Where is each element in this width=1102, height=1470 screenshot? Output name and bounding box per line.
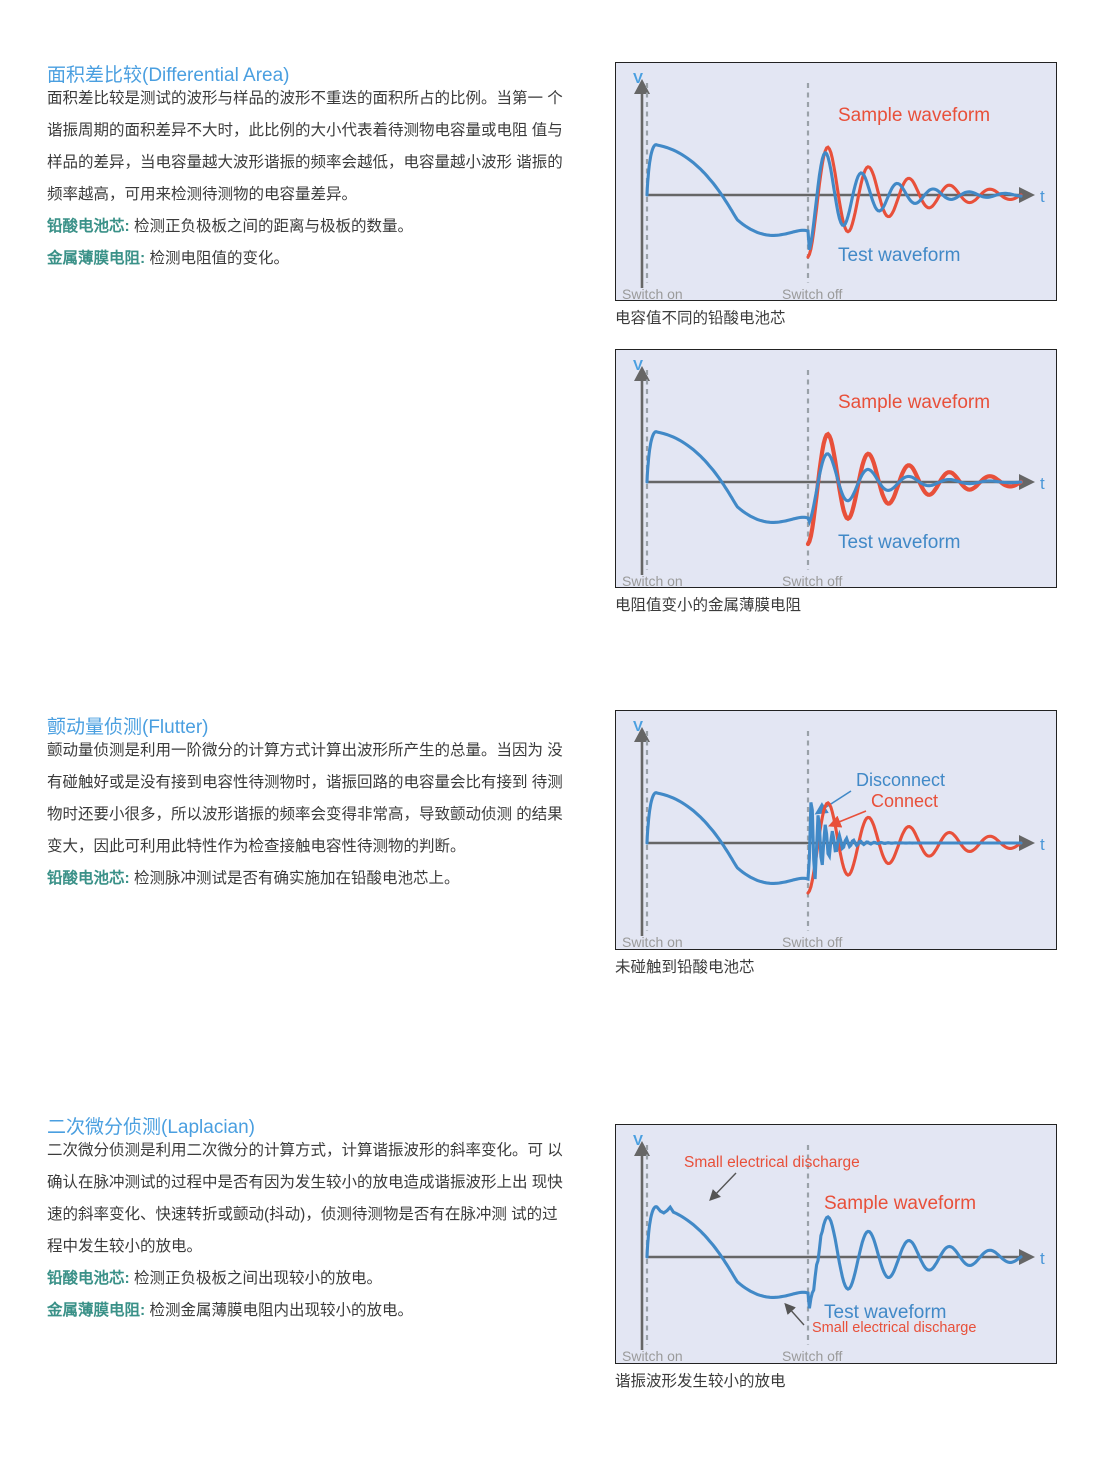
svg-text:Sample waveform: Sample waveform (838, 392, 990, 413)
svg-text:Switch off: Switch off (782, 573, 843, 589)
svg-text:Small electrical discharge: Small electrical discharge (812, 1320, 976, 1336)
svg-text:t: t (1040, 1249, 1045, 1268)
svg-text:Sample waveform: Sample waveform (838, 105, 990, 126)
svg-text:t: t (1040, 474, 1045, 493)
svg-text:Test waveform: Test waveform (838, 532, 960, 553)
svg-text:V: V (633, 70, 643, 87)
svg-text:Small electrical discharge: Small electrical discharge (684, 1154, 860, 1171)
svg-text:Switch on: Switch on (622, 573, 683, 589)
svg-text:Switch off: Switch off (782, 934, 843, 950)
svg-text:t: t (1040, 187, 1045, 206)
svg-text:Switch on: Switch on (622, 934, 683, 950)
svg-text:Sample waveform: Sample waveform (824, 1193, 976, 1214)
svg-text:t: t (1040, 835, 1045, 854)
svg-text:Connect: Connect (871, 791, 938, 811)
svg-text:Switch on: Switch on (622, 1348, 683, 1364)
svg-text:V: V (633, 357, 643, 374)
svg-text:Test waveform: Test waveform (838, 245, 960, 266)
svg-text:Switch off: Switch off (782, 1348, 843, 1364)
svg-text:V: V (633, 718, 643, 735)
svg-text:Disconnect: Disconnect (856, 770, 945, 790)
svg-text:Switch off: Switch off (782, 286, 843, 302)
svg-text:V: V (633, 1132, 643, 1149)
svg-text:Switch on: Switch on (622, 286, 683, 302)
